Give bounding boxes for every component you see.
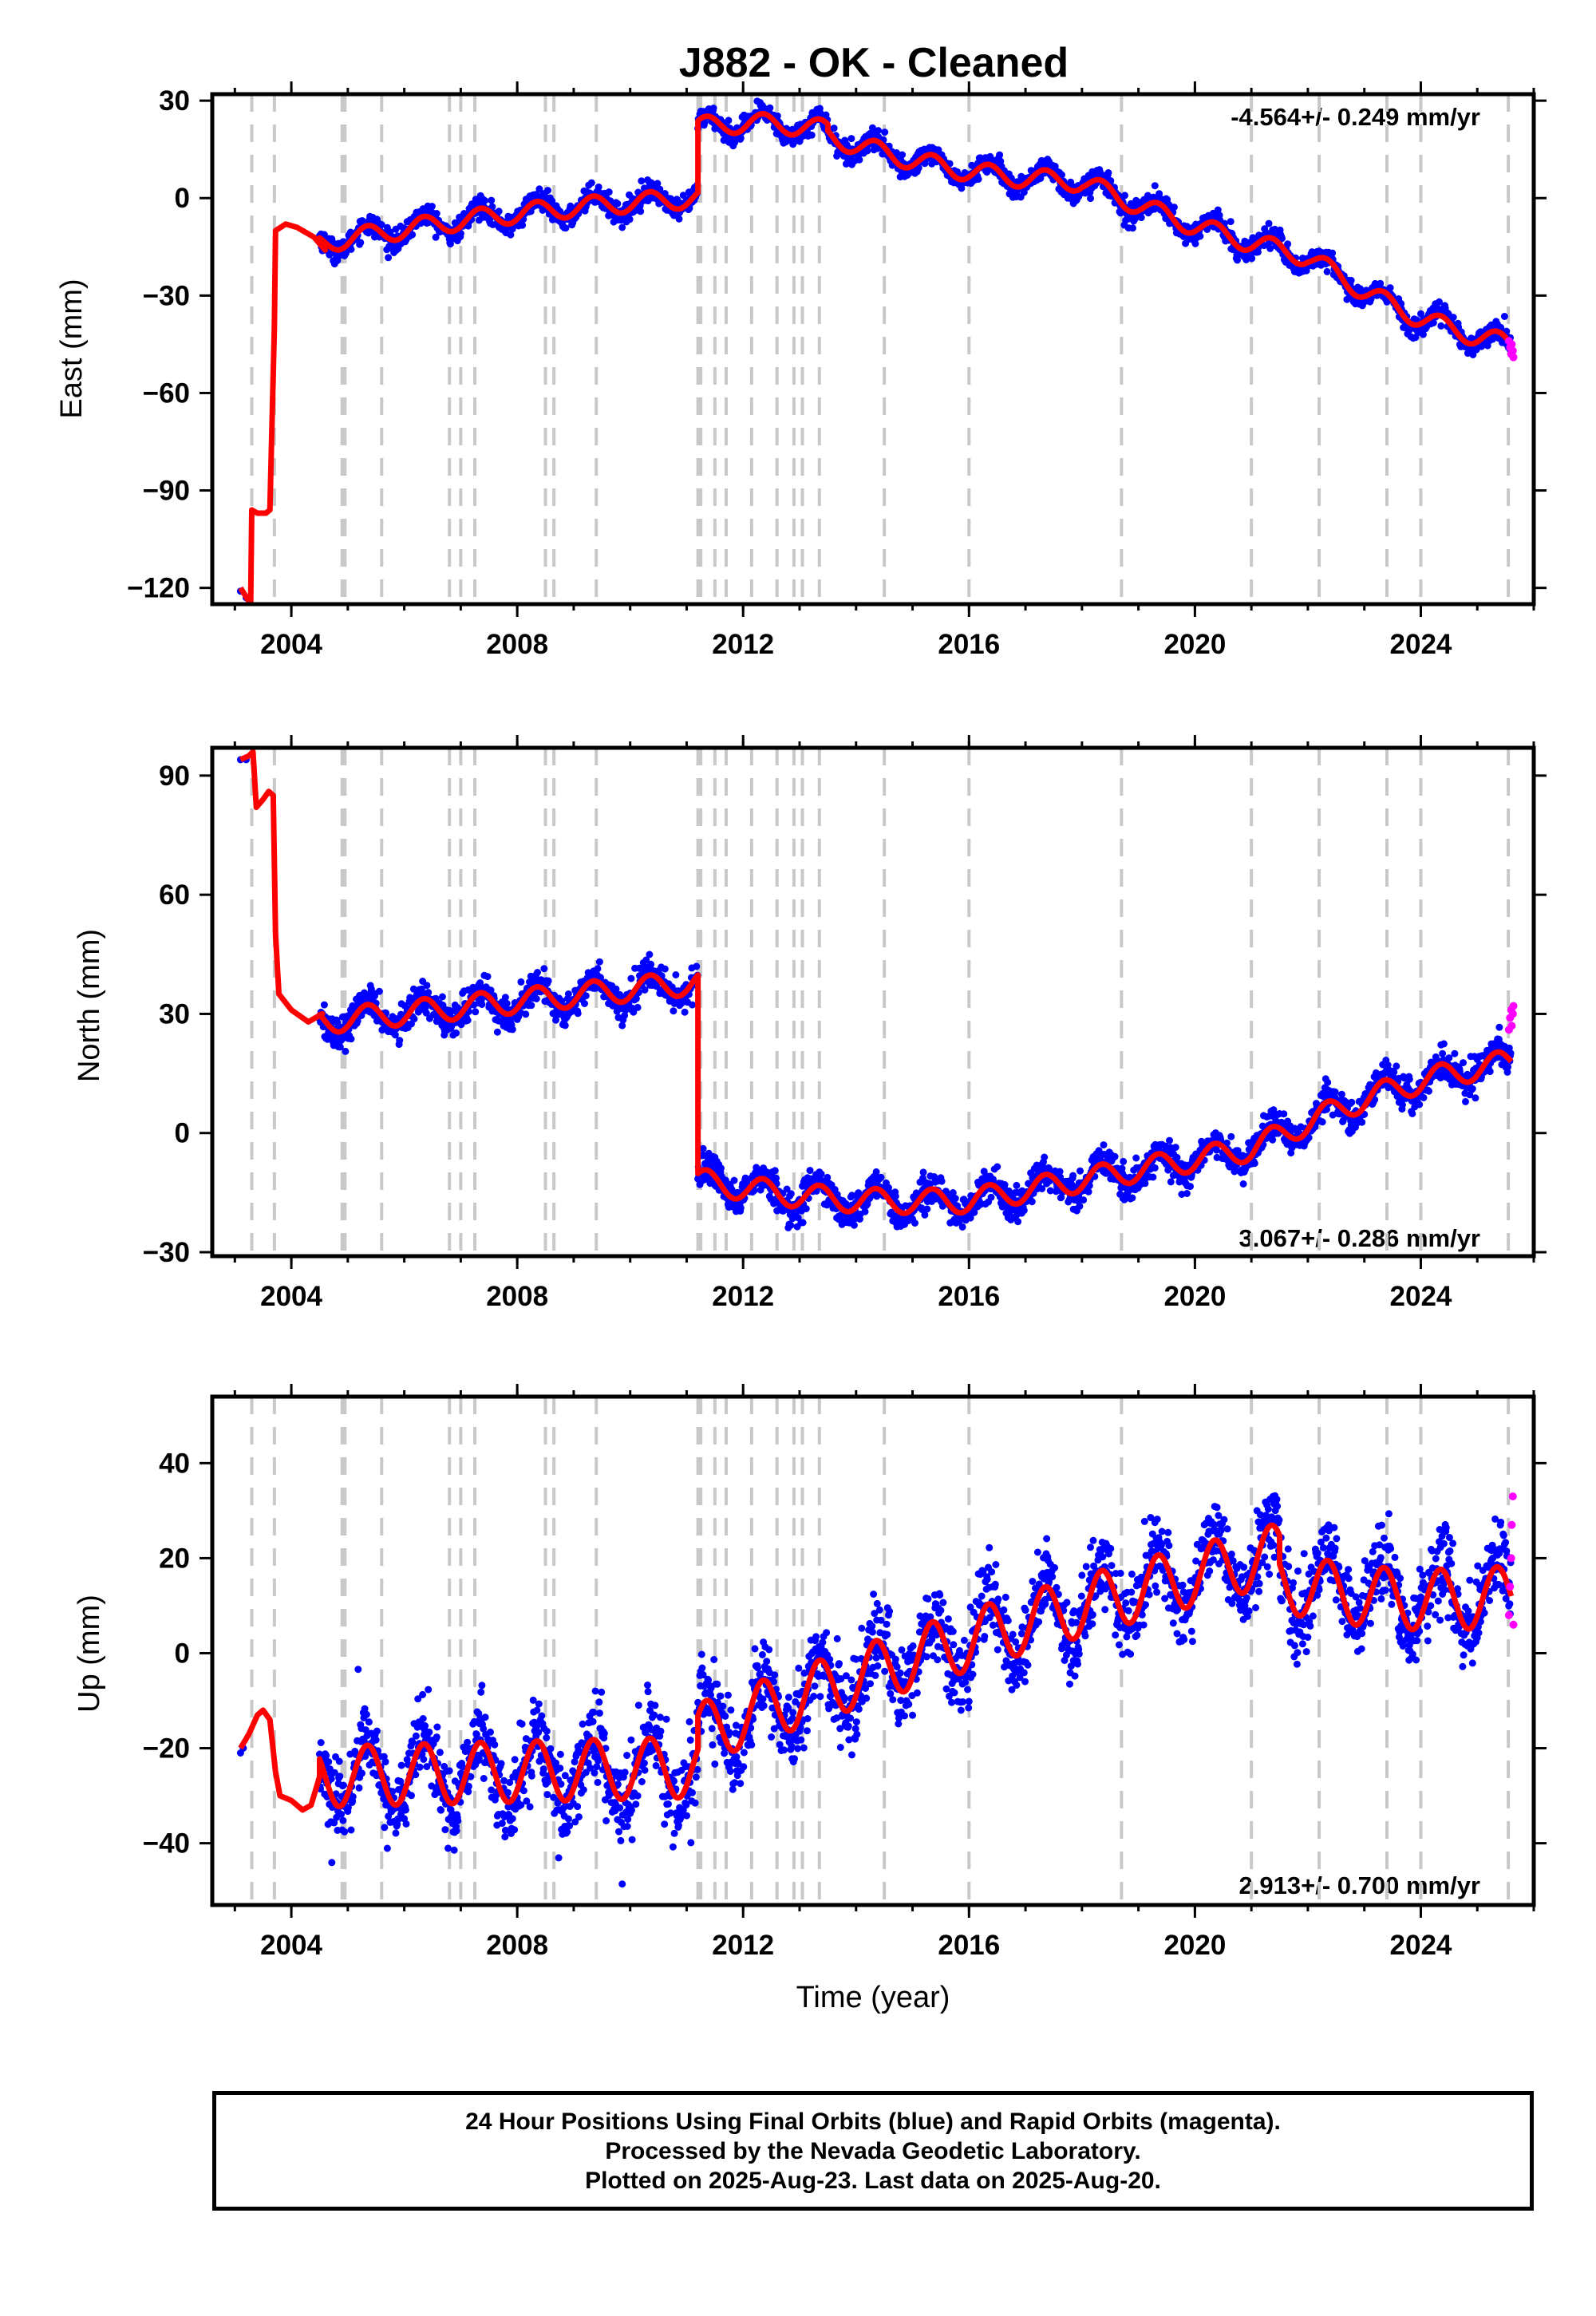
north-rate-label: 3.067+/- 0.286 mm/yr: [1239, 1224, 1480, 1252]
y-tick-label: −90: [143, 476, 190, 507]
plot-area: [236, 748, 1518, 1256]
x-tick-label: 2008: [486, 1281, 548, 1312]
up-panel: Up (mm) 2.913+/- 0.700 mm/yr 2004 2008 201…: [73, 1384, 1547, 1961]
plot-frame: [210, 92, 1536, 607]
y-tick-label: −120: [127, 573, 190, 604]
x-tick-label: 2004: [260, 1930, 322, 1961]
x-tick-label: 2020: [1163, 629, 1226, 660]
y-tick-label: 40: [159, 1448, 190, 1479]
east-axis-label: East (mm): [55, 279, 89, 418]
plot-area: [236, 94, 1518, 604]
x-tick-label: 2012: [712, 629, 774, 660]
rapid-orbit-point: [1507, 1022, 1516, 1030]
y-tick-label: 20: [159, 1543, 190, 1574]
x-tick-label: 2020: [1163, 1930, 1226, 1961]
x-tick-label: 2016: [938, 629, 1000, 660]
y-tick-label: −30: [143, 1237, 190, 1268]
plot-frame: [210, 745, 1536, 1259]
y-tick-label: 0: [175, 1118, 190, 1149]
rapid-orbit-point: [1508, 1492, 1517, 1501]
model-fit-line: [238, 111, 1514, 604]
figure-title: J882 - OK - Cleaned: [679, 40, 1069, 86]
y-tick-label: −20: [143, 1733, 190, 1765]
x-tick-label: 2008: [486, 1930, 548, 1961]
rapid-orbit-point: [1507, 1554, 1515, 1563]
y-tick-label: 0: [175, 183, 190, 214]
y-tick-label: −40: [143, 1828, 190, 1860]
y-tick-label: 0: [175, 1638, 190, 1669]
model-fit-line: [239, 749, 1514, 1216]
rapid-orbit-point: [1504, 1611, 1513, 1619]
rapid-orbit-point: [1509, 353, 1518, 362]
model-fit-line: [238, 1522, 1515, 1813]
y-tick-label: 30: [159, 998, 190, 1030]
rapid-orbit-point: [1507, 340, 1516, 349]
north-axis-label: North (mm): [73, 929, 106, 1082]
x-tick-label: 2024: [1390, 1930, 1452, 1961]
x-tick-label: 2024: [1390, 1281, 1452, 1312]
caption-line-3: Plotted on 2025-Aug-23. Last data on 202…: [585, 2167, 1161, 2194]
x-tick-label: 2004: [260, 629, 322, 660]
y-tick-label: −30: [143, 280, 190, 311]
east-rate-label: -4.564+/- 0.249 mm/yr: [1231, 103, 1480, 131]
x-tick-label: 2016: [938, 1930, 1000, 1961]
rapid-orbit-point: [1509, 1620, 1518, 1629]
plot-frame: [210, 1394, 1536, 1907]
x-tick-label: 2016: [938, 1281, 1000, 1312]
plot-area: [236, 1397, 1518, 1905]
caption-line-2: Processed by the Nevada Geodetic Laborat…: [605, 2137, 1141, 2164]
rapid-orbit-point: [1508, 346, 1517, 355]
up-rate-label: 2.913+/- 0.700 mm/yr: [1239, 1871, 1480, 1899]
x-tick-label: 2020: [1163, 1281, 1226, 1312]
up-axis-label: Up (mm): [73, 1595, 106, 1713]
y-tick-label: 30: [159, 85, 190, 117]
x-tick-label: 2004: [260, 1281, 322, 1312]
x-tick-label: 2008: [486, 629, 548, 660]
y-tick-label: 90: [159, 761, 190, 792]
y-tick-label: 60: [159, 879, 190, 911]
caption-line-1: 24 Hour Positions Using Final Orbits (bl…: [465, 2108, 1281, 2135]
x-tick-label: 2012: [712, 1930, 774, 1961]
north-panel: North (mm) 3.067+/- 0.286 mm/yr 2004 2008…: [73, 735, 1547, 1312]
rapid-orbit-point: [1506, 1583, 1515, 1591]
east-panel: East (mm) -4.564+/- 0.249 mm/yr 2004 2008…: [55, 81, 1547, 660]
y-tick-label: −60: [143, 377, 190, 409]
rapid-orbit-point: [1507, 1520, 1516, 1529]
rapid-orbit-point: [1508, 1010, 1517, 1018]
x-tick-label: 2024: [1390, 629, 1452, 660]
rapid-orbit-point: [1509, 1002, 1518, 1010]
x-axis-label: Time (year): [796, 1981, 950, 2014]
x-tick-label: 2012: [712, 1281, 774, 1312]
caption-box: 24 Hour Positions Using Final Orbits (bl…: [212, 2091, 1534, 2211]
